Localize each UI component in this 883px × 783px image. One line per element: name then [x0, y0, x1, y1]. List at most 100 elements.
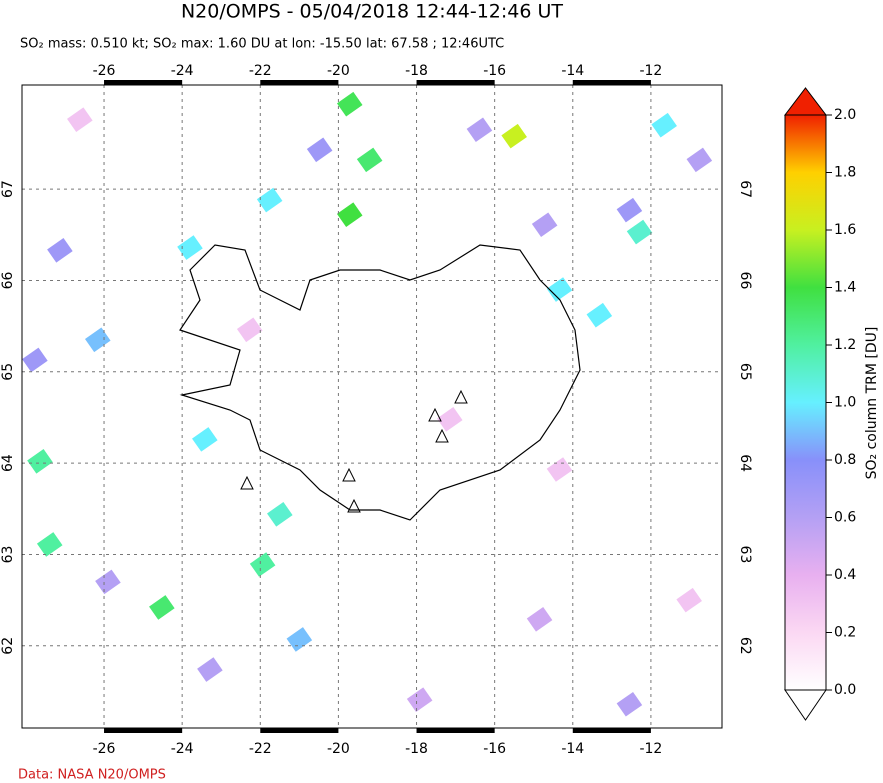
so2-pixel [626, 219, 653, 245]
colorbar-tick-label: 0.0 [834, 682, 856, 698]
so2-pixel [406, 687, 433, 712]
volcano [342, 467, 356, 482]
frame-band [416, 728, 495, 733]
y-tick-label-right: 63 [737, 546, 753, 564]
frame-band [104, 728, 183, 733]
so2-pixel [256, 187, 283, 213]
map-frame [21, 84, 723, 729]
so2-pixel [616, 197, 643, 223]
volcano [240, 475, 254, 490]
so2-pixel [177, 235, 203, 260]
y-tick-label-left: 65 [0, 363, 16, 381]
coastline [179, 244, 581, 521]
x-tick-label-bottom: -12 [639, 741, 662, 757]
so2-pixel [149, 595, 175, 620]
frame-band [260, 80, 339, 85]
so2-pixel [67, 107, 93, 132]
so2-pixel [36, 532, 63, 557]
so2-pixel [95, 569, 121, 595]
y-tick-label-left: 63 [0, 546, 16, 564]
x-tick-label-top: -18 [405, 63, 428, 79]
colorbar-over [783, 87, 828, 116]
so2-pixel [526, 607, 553, 632]
colorbar-tick-label: 0.2 [834, 625, 856, 641]
so2-pixel [47, 238, 73, 263]
colorbar-tick-label: 1.4 [834, 280, 856, 296]
x-tick-label-top: -16 [483, 63, 506, 79]
x-tick-label-top: -24 [171, 63, 194, 79]
so2-pixel [616, 691, 643, 717]
frame-band [104, 80, 183, 85]
credit: Data: NASA N20/OMPS [18, 768, 166, 783]
colorbar-tick-label: 0.4 [834, 567, 856, 583]
y-tick-label-left: 64 [0, 454, 16, 472]
so2-pixel [546, 457, 573, 482]
x-tick-label-bottom: -22 [249, 741, 272, 757]
volcano [428, 407, 442, 422]
so2-pixel [306, 137, 333, 163]
so2-pixel [197, 657, 223, 682]
volcano-markers [240, 389, 468, 513]
x-tick-label-bottom: -16 [483, 741, 506, 757]
so2-pixel [676, 587, 702, 613]
colorbar-tick-label: 0.6 [834, 510, 856, 526]
so2-pixel [85, 327, 111, 353]
y-tick-label-right: 64 [737, 454, 753, 472]
so2-pixel [501, 123, 527, 149]
y-tick-label-left: 67 [0, 180, 16, 198]
colorbar-tick-label: 2.0 [834, 107, 856, 123]
volcano [454, 389, 468, 404]
so2-pixel [531, 212, 558, 238]
frame-band [260, 728, 339, 733]
data-layer [22, 91, 713, 717]
frame-band [416, 80, 495, 85]
colorbar-tick-label: 1.2 [834, 337, 856, 353]
chart-title: N20/OMPS - 05/04/2018 12:44-12:46 UT [181, 1, 563, 23]
so2-pixel [192, 427, 218, 452]
so2-pixel [236, 317, 263, 343]
volcano [347, 498, 361, 513]
so2-pixel [27, 449, 53, 474]
grid-layer [22, 85, 722, 728]
x-tick-label-bottom: -14 [561, 741, 584, 757]
so2-pixel [286, 627, 313, 652]
x-tick-label-bottom: -18 [405, 741, 428, 757]
y-tick-label-left: 66 [0, 271, 16, 289]
chart-subtitle: SO₂ mass: 0.510 kt; SO₂ max: 1.60 DU at … [20, 37, 504, 52]
x-tick-label-top: -14 [561, 63, 584, 79]
colorbar-tick-label: 0.8 [834, 452, 856, 468]
colorbar-tick-label: 1.8 [834, 165, 856, 181]
so2-pixel [356, 147, 383, 173]
colorbar [784, 114, 827, 691]
so2-pixel [336, 91, 363, 117]
colorbar-tick-label: 1.0 [834, 395, 856, 411]
so2-pixel [686, 147, 713, 173]
y-tick-label-left: 62 [0, 637, 16, 655]
so2-pixel [336, 202, 363, 227]
so2-pixel [546, 277, 573, 302]
y-tick-label-right: 65 [737, 363, 753, 381]
x-tick-label-top: -22 [249, 63, 272, 79]
so2-pixel [586, 302, 613, 328]
so2-pixel [22, 347, 48, 373]
x-tick-label-bottom: -26 [93, 741, 116, 757]
y-tick-label-right: 67 [737, 180, 753, 198]
so2-pixel [651, 112, 677, 138]
frame-band [572, 80, 651, 85]
colorbar-label: SO₂ column TRM [DU] [864, 327, 880, 480]
x-tick-label-bottom: -24 [171, 741, 194, 757]
so2-pixel [267, 501, 293, 527]
so2-pixel [249, 552, 276, 577]
so2-pixel [466, 117, 493, 143]
frame-band [572, 728, 651, 733]
x-tick-label-top: -26 [93, 63, 116, 79]
x-tick-label-top: -20 [327, 63, 350, 79]
colorbar-under [784, 689, 827, 721]
volcano [435, 428, 449, 443]
so2-pixel [436, 406, 463, 432]
y-tick-label-right: 62 [737, 637, 753, 655]
map-background [22, 85, 722, 728]
y-tick-label-right: 66 [737, 272, 753, 290]
colorbar-tick-label: 1.6 [834, 222, 856, 238]
